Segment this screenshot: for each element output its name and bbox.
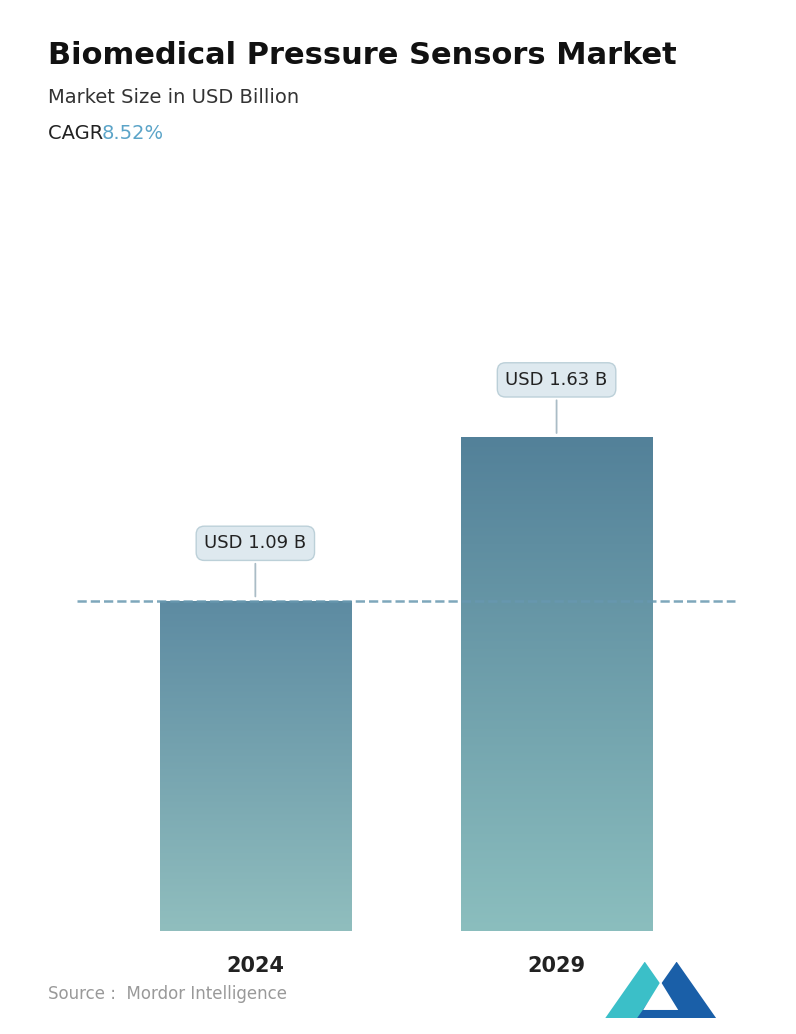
Text: USD 1.09 B: USD 1.09 B [205, 535, 306, 597]
Polygon shape [637, 962, 716, 1018]
Text: 8.52%: 8.52% [102, 124, 164, 143]
Text: CAGR: CAGR [48, 124, 109, 143]
Polygon shape [605, 962, 685, 1018]
Text: Market Size in USD Billion: Market Size in USD Billion [48, 88, 298, 107]
Text: Source :  Mordor Intelligence: Source : Mordor Intelligence [48, 985, 287, 1003]
Text: Biomedical Pressure Sensors Market: Biomedical Pressure Sensors Market [48, 41, 677, 70]
Text: USD 1.63 B: USD 1.63 B [505, 371, 607, 433]
Polygon shape [643, 981, 678, 1010]
